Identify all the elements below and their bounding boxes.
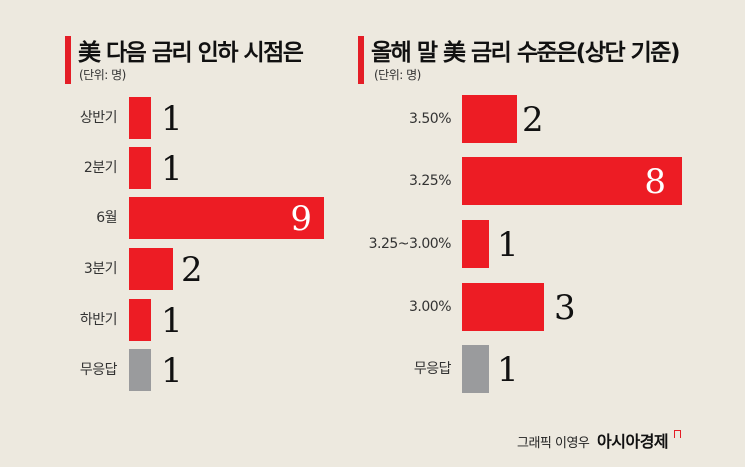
bar <box>462 283 544 331</box>
category-label: 3분기 <box>83 261 118 277</box>
bar <box>462 95 517 143</box>
category-label: 3.25~3.00% <box>368 236 452 252</box>
category-label: 상반기 <box>79 110 118 126</box>
bar <box>129 299 151 341</box>
value-label: 3 <box>554 288 576 328</box>
footer-credit: 그래픽 이영우 아시아경제 <box>517 428 681 452</box>
left-chart-unit: (단위: 명) <box>79 68 126 82</box>
bar <box>129 97 151 139</box>
right-title-accent-bar <box>358 36 364 84</box>
bar <box>129 349 151 391</box>
graphic-credit: 그래픽 이영우 <box>517 436 590 451</box>
category-label: 3.25% <box>409 173 451 189</box>
category-label: 무응답 <box>79 362 118 378</box>
bar <box>462 220 489 268</box>
bar <box>129 197 324 239</box>
brand-mark-icon <box>673 430 681 438</box>
category-label: 6월 <box>96 210 117 226</box>
value-label: 2 <box>181 250 203 290</box>
value-label: 9 <box>290 199 312 239</box>
brand-logo-text: 아시아경제 <box>597 432 669 451</box>
category-label: 3.50% <box>409 111 451 127</box>
value-label: 1 <box>161 149 183 189</box>
category-label: 3.00% <box>409 299 451 315</box>
value-label: 2 <box>522 100 544 140</box>
bar <box>462 345 489 393</box>
category-label: 하반기 <box>79 312 118 328</box>
right-chart-unit: (단위: 명) <box>374 68 421 82</box>
value-label: 1 <box>161 351 183 391</box>
value-label: 1 <box>497 350 519 390</box>
left-chart-title: 美 다음 금리 인하 시점은 <box>78 40 304 66</box>
category-label: 2분기 <box>83 160 118 176</box>
value-label: 1 <box>161 99 183 139</box>
bar <box>129 248 173 290</box>
left-title-accent-bar <box>65 36 71 84</box>
bar <box>462 157 682 205</box>
value-label: 1 <box>497 225 519 265</box>
value-label: 8 <box>644 162 666 202</box>
category-label: 무응답 <box>413 361 452 377</box>
bar <box>129 147 151 189</box>
value-label: 1 <box>161 301 183 341</box>
right-chart-title: 올해 말 美 금리 수준은(상단 기준) <box>371 40 680 66</box>
